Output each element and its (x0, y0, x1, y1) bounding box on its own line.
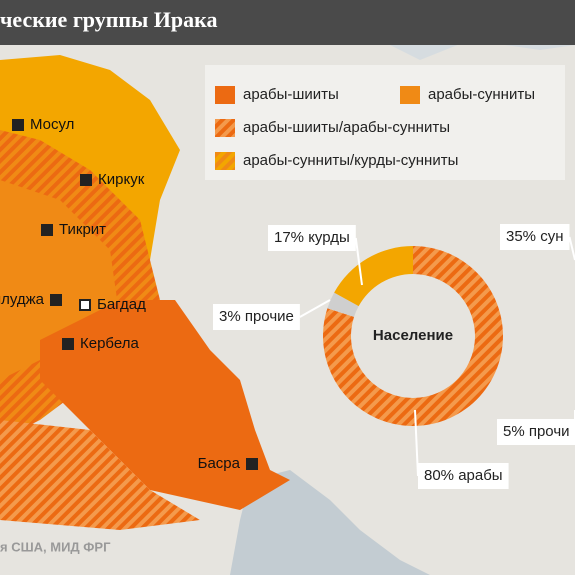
value-label-box (500, 224, 570, 250)
city-marker (50, 294, 62, 306)
city-marker (246, 458, 258, 470)
value-label-box (213, 304, 300, 330)
donut-segment (334, 246, 413, 307)
city-label: Мосул (30, 116, 74, 133)
leader-line (299, 299, 331, 318)
value-label-box (497, 419, 575, 445)
header-bar (0, 0, 575, 45)
city-label: Киркук (98, 171, 145, 188)
legend-box (205, 65, 565, 180)
city-label: ллуджа (0, 291, 45, 308)
donut-segment (327, 292, 359, 317)
title: ческие группы Ирака (0, 7, 217, 32)
value-label-box (418, 463, 509, 489)
leader-line (568, 236, 575, 261)
legend-swatch (215, 86, 235, 104)
city-marker (41, 224, 53, 236)
donut-segment (323, 246, 504, 426)
gulf (230, 470, 430, 575)
value-label-box (268, 225, 356, 251)
legend-label: арабы-шииты (243, 86, 339, 103)
donut-title: Население (373, 327, 453, 344)
city-marker (62, 338, 74, 350)
value-label: 17% курды (274, 229, 350, 246)
city-marker (80, 174, 92, 186)
city-label: Багдад (97, 296, 146, 313)
city-marker (79, 299, 91, 311)
city-label: Тикрит (59, 221, 106, 238)
value-label: 5% прочи (503, 423, 570, 440)
city-label: Кербела (80, 335, 139, 352)
legend-label: арабы-сунниты/курды-сунниты (243, 152, 458, 169)
leader-line (414, 409, 419, 477)
region-south (40, 300, 290, 510)
leader-line (354, 237, 363, 286)
value-label: 3% прочие (219, 308, 294, 325)
legend-swatch (215, 152, 235, 170)
value-label: 35% сун (506, 228, 563, 245)
value-label: 80% арабы (424, 467, 503, 484)
source: я США, МИД ФРГ (0, 539, 111, 554)
city-label: Басра (198, 455, 241, 472)
region-southwest (0, 420, 200, 530)
legend-label: арабы-сунниты (428, 86, 535, 103)
legend-swatch (400, 86, 420, 104)
legend-label: арабы-шииты/арабы-сунниты (243, 119, 450, 136)
city-marker (12, 119, 24, 131)
legend-swatch (215, 119, 235, 137)
